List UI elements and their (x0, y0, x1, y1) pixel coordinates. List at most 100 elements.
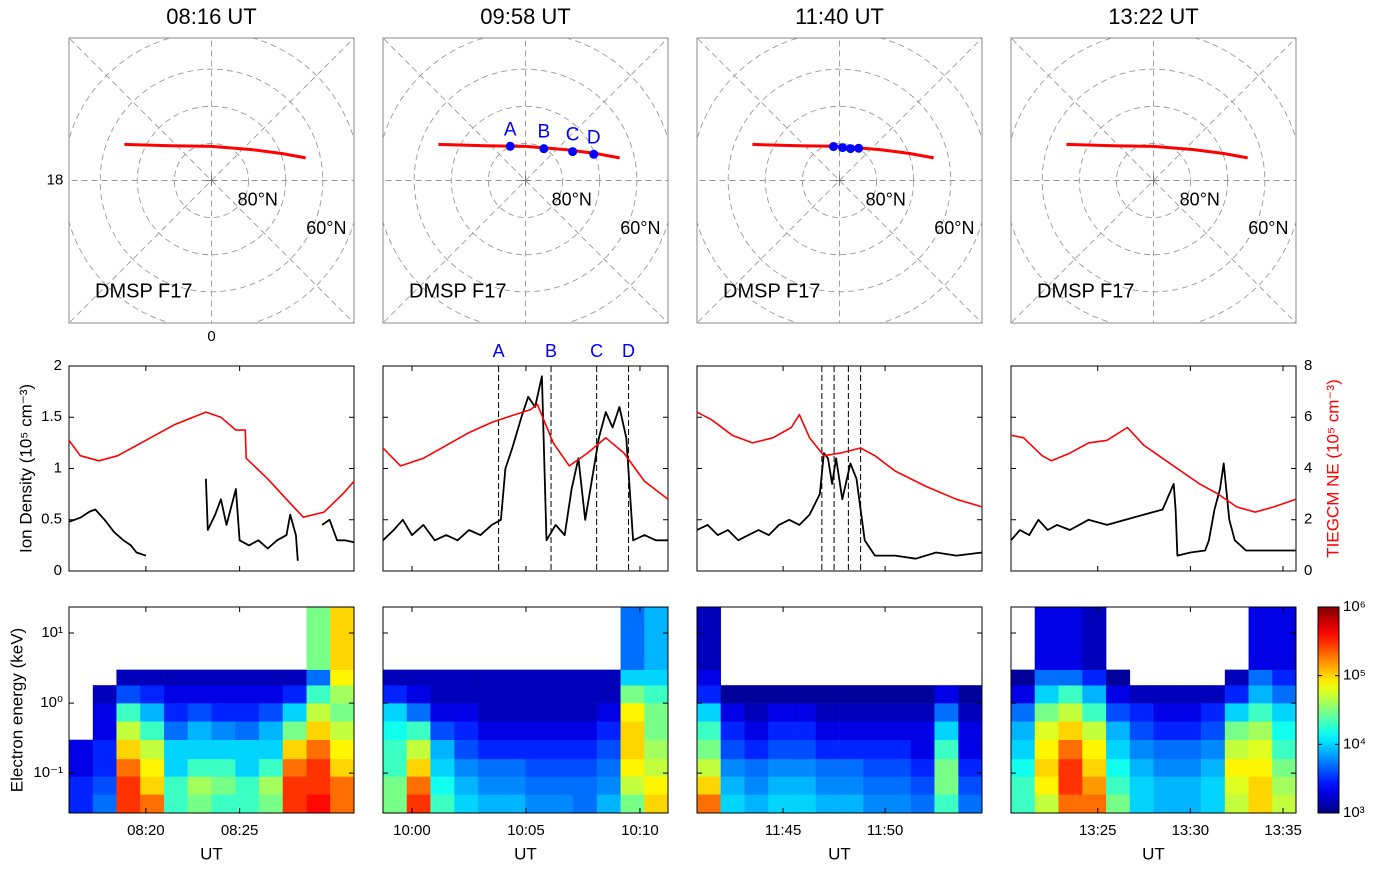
spectrogram-cell (697, 685, 721, 703)
y-tick-label: 0.5 (41, 511, 62, 528)
spectrogram-cell (454, 776, 478, 794)
spectrogram-cell (383, 703, 407, 721)
spectrogram-cell (768, 740, 792, 759)
spectrogram-cell (597, 703, 621, 721)
spectrogram-cell (1035, 740, 1059, 759)
spectrogram-cell (140, 721, 164, 740)
spectrogram-cell (1272, 670, 1296, 686)
spectrogram-cell (307, 794, 331, 813)
spectrogram-cell (1106, 721, 1130, 740)
spectrogram-cell (887, 703, 911, 721)
spectrogram-cell (1272, 776, 1296, 794)
spectrogram-cell (1082, 607, 1106, 670)
spectrogram-cell (644, 794, 668, 813)
spectrogram-cell (840, 721, 864, 740)
spectrogram-cell (549, 721, 573, 740)
spectrogram-cell (1106, 685, 1130, 703)
plot-frame (1011, 366, 1296, 571)
spectrogram-cell (1249, 759, 1273, 777)
spectrogram-cell (69, 740, 93, 759)
spectrogram-cell (235, 703, 259, 721)
spectrogram-cell (621, 670, 645, 686)
spectrogram-cell (259, 776, 283, 794)
spectrogram-cell (526, 703, 550, 721)
spectrogram-cell (526, 759, 550, 777)
spectrogram-cell (93, 685, 117, 703)
spectrogram-cell (502, 721, 526, 740)
event-label: C (566, 125, 580, 146)
spectrogram-cell (1154, 740, 1178, 759)
spectrogram-cell (549, 703, 573, 721)
spectrogram-cell (1177, 794, 1201, 813)
spectrogram-cell (307, 670, 331, 686)
spectrogram-cell (116, 740, 140, 759)
spectrogram-cell (721, 740, 745, 759)
y-tick-label: 10¹ (41, 624, 63, 641)
spectrogram-cell (573, 794, 597, 813)
spectrogram-cell (792, 759, 816, 777)
spectrogram-cell (934, 721, 958, 740)
spectrogram-cell (1154, 703, 1178, 721)
spectrogram-cell (478, 794, 502, 813)
spectrogram-cell (69, 776, 93, 794)
spectrogram-cell (116, 721, 140, 740)
spectrogram-cell (212, 703, 236, 721)
spectrogram-cell (212, 685, 236, 703)
model-line (697, 412, 982, 507)
colorbar (1318, 607, 1339, 813)
spectrogram-cell (1011, 740, 1035, 759)
spectrogram-cell (212, 759, 236, 777)
spectrogram-cell (454, 670, 478, 686)
spectrogram-cell (1201, 759, 1225, 777)
spectrogram-cell (1058, 776, 1082, 794)
spectrogram-cell (911, 776, 935, 794)
spectrogram-cell (1106, 670, 1130, 686)
spectrogram-cell (307, 759, 331, 777)
spectrogram-cell (697, 670, 721, 686)
spectrogram-cell (307, 721, 331, 740)
spectrogram-cell (863, 740, 887, 759)
spectrogram-cell (549, 740, 573, 759)
spectrogram-cell (1011, 703, 1035, 721)
spectrogram-cell (259, 721, 283, 740)
spectrogram-cell (621, 759, 645, 777)
spectrogram-cell (1035, 776, 1059, 794)
spectrogram-cell (597, 759, 621, 777)
spectrogram-cell (697, 721, 721, 740)
spectrogram-cell (1035, 607, 1059, 670)
spectrogram-cell (721, 703, 745, 721)
y-axis-label: Electron energy (keV) (7, 628, 26, 792)
spectrogram-cell (1058, 721, 1082, 740)
spectrogram-cell (1082, 703, 1106, 721)
spectrogram-cell (911, 721, 935, 740)
x-axis-label: UT (1142, 844, 1165, 863)
spectrogram-cell (934, 794, 958, 813)
spectrogram-cell (768, 703, 792, 721)
spectrogram-cell (573, 703, 597, 721)
spectrogram-cell (816, 776, 840, 794)
event-marker-label: C (590, 341, 603, 361)
spectrogram-cell (816, 759, 840, 777)
spectrogram-cell (383, 794, 407, 813)
spectrogram-cell (887, 721, 911, 740)
spectrogram-cell (1249, 721, 1273, 740)
spectrogram-cell (407, 759, 431, 777)
spectrogram-cell (526, 685, 550, 703)
spectrogram-cell (863, 703, 887, 721)
spectrogram-cell (1011, 759, 1035, 777)
spectrogram-cell (1082, 759, 1106, 777)
spectrogram-cell (330, 670, 354, 686)
spectrogram-cell (621, 685, 645, 703)
spectrogram-cell (164, 703, 188, 721)
spectrogram-cell (1249, 607, 1273, 670)
spectrogram-cell (1082, 776, 1106, 794)
spectrogram-cell (407, 776, 431, 794)
spectrogram-cell (430, 703, 454, 721)
spectrogram-cell (1130, 703, 1154, 721)
spectrogram-cell (597, 794, 621, 813)
spectrogram-cell (1225, 776, 1249, 794)
spectrogram-cell (330, 759, 354, 777)
spectrogram-cell (1011, 776, 1035, 794)
spectrogram-cell (1154, 721, 1178, 740)
spectrogram-cell (1130, 794, 1154, 813)
